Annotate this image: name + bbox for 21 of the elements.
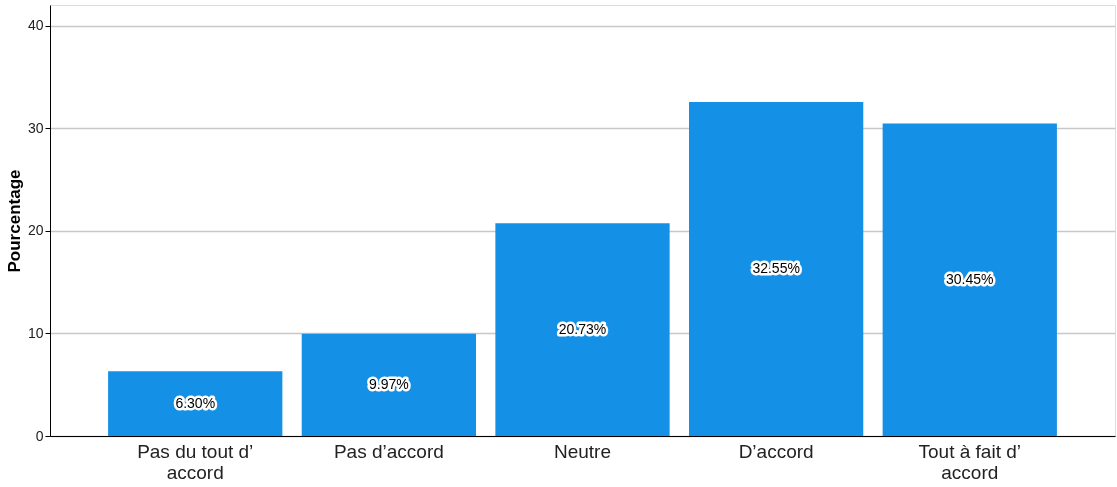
y-tick-label: 30 bbox=[27, 119, 44, 136]
y-tick-label: 10 bbox=[27, 324, 44, 341]
data-label: 9.97% bbox=[369, 375, 409, 392]
bar bbox=[301, 333, 476, 436]
y-tick-label: 0 bbox=[35, 427, 44, 444]
bar bbox=[882, 123, 1057, 436]
y-tick-label: 40 bbox=[27, 17, 44, 34]
data-label: 20.73% bbox=[558, 320, 607, 337]
bar bbox=[689, 101, 864, 436]
x-tick-label: Pas d’accord bbox=[333, 440, 444, 462]
y-axis-title: Pourcentage bbox=[4, 169, 24, 273]
x-tick-label: Neutre bbox=[553, 440, 612, 462]
x-tick-label: Tout à fait d’ accord bbox=[918, 440, 1021, 483]
bar bbox=[108, 371, 283, 436]
data-label: 30.45% bbox=[946, 270, 994, 287]
x-tick-label: D’accord bbox=[738, 440, 814, 462]
data-label: 32.55% bbox=[752, 259, 800, 276]
x-tick-label: Pas du tout d’ accord bbox=[137, 440, 254, 483]
y-tick-label: 20 bbox=[27, 222, 44, 239]
data-label: 6.30% bbox=[175, 394, 216, 411]
bar bbox=[495, 223, 670, 436]
